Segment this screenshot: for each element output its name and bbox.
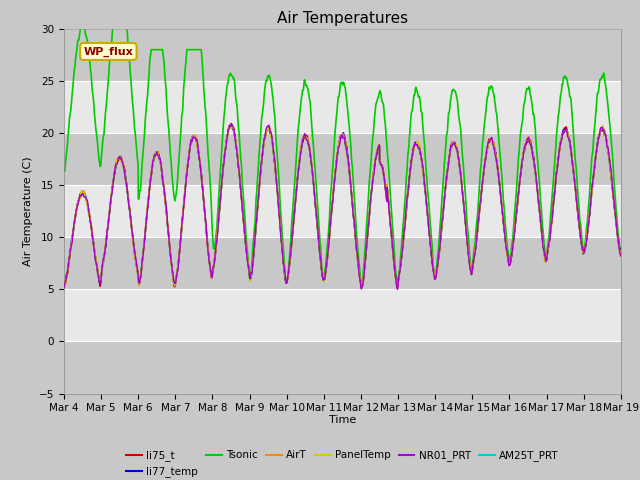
Bar (64, 341, 621, 394)
Tsonic (322, 263, 330, 268)
Line: Tsonic: Tsonic (64, 18, 621, 284)
AirT (226, 122, 234, 128)
NR01_PRT (322, 269, 330, 275)
Line: AirT: AirT (64, 125, 621, 287)
AirT (161, 186, 168, 192)
li75_t (436, 237, 444, 242)
PanelTemp (322, 269, 330, 275)
NR01_PRT (228, 121, 236, 127)
PanelTemp (468, 269, 476, 275)
Bar (64, 237, 621, 289)
li75_t (160, 187, 168, 193)
Title: Air Temperatures: Air Temperatures (277, 11, 408, 26)
li77_temp (499, 215, 507, 220)
li75_t (227, 121, 235, 127)
li75_t (468, 270, 476, 276)
li77_temp (467, 271, 475, 276)
AM25T_PRT (322, 270, 330, 276)
NR01_PRT (468, 272, 476, 277)
AirT (616, 249, 624, 254)
AirT (322, 265, 330, 271)
li77_temp (160, 187, 168, 192)
AM25T_PRT (358, 285, 365, 290)
PanelTemp (358, 285, 366, 290)
Tsonic (617, 250, 625, 255)
X-axis label: Time: Time (329, 415, 356, 425)
AM25T_PRT (60, 283, 68, 288)
Tsonic (499, 192, 507, 198)
AM25T_PRT (617, 249, 625, 255)
AM25T_PRT (616, 249, 624, 254)
PanelTemp (226, 122, 234, 128)
Y-axis label: Air Temperature (C): Air Temperature (C) (23, 156, 33, 266)
Bar (64, 133, 621, 185)
AirT (468, 271, 476, 277)
Tsonic (394, 281, 401, 287)
NR01_PRT (616, 251, 624, 257)
li77_temp (322, 267, 330, 273)
li77_temp (60, 285, 68, 290)
Tsonic (60, 168, 68, 174)
AirT (499, 214, 507, 219)
Bar (64, 29, 621, 81)
li75_t (499, 216, 507, 222)
AM25T_PRT (468, 271, 476, 277)
NR01_PRT (436, 235, 444, 241)
NR01_PRT (499, 215, 507, 220)
AM25T_PRT (436, 237, 444, 243)
AM25T_PRT (160, 186, 168, 192)
Legend: li75_t, li77_temp, Tsonic, AirT, PanelTemp, NR01_PRT, AM25T_PRT: li75_t, li77_temp, Tsonic, AirT, PanelTe… (122, 446, 563, 480)
Line: PanelTemp: PanelTemp (64, 125, 621, 288)
Tsonic (468, 269, 476, 275)
Line: AM25T_PRT: AM25T_PRT (64, 125, 621, 288)
li77_temp (436, 239, 444, 244)
Text: WP_flux: WP_flux (83, 47, 133, 57)
li75_t (60, 283, 68, 289)
li75_t (394, 285, 401, 291)
Line: NR01_PRT: NR01_PRT (64, 124, 621, 289)
Tsonic (436, 217, 444, 223)
PanelTemp (499, 215, 507, 221)
Line: li77_temp: li77_temp (64, 124, 621, 288)
NR01_PRT (394, 287, 401, 292)
Tsonic (616, 248, 624, 254)
AM25T_PRT (227, 122, 235, 128)
PanelTemp (160, 186, 168, 192)
AirT (61, 284, 68, 289)
li77_temp (227, 121, 235, 127)
Tsonic (110, 15, 118, 21)
Tsonic (161, 60, 168, 66)
PanelTemp (616, 250, 624, 255)
PanelTemp (617, 251, 625, 257)
NR01_PRT (60, 283, 68, 289)
Line: li75_t: li75_t (64, 124, 621, 288)
AirT (617, 248, 625, 254)
NR01_PRT (617, 252, 625, 258)
li75_t (322, 269, 330, 275)
AM25T_PRT (499, 215, 507, 220)
AirT (60, 283, 68, 288)
li75_t (617, 253, 625, 259)
li77_temp (617, 247, 625, 252)
PanelTemp (436, 238, 444, 244)
NR01_PRT (160, 185, 168, 191)
li77_temp (616, 246, 624, 252)
PanelTemp (60, 280, 68, 286)
li75_t (616, 251, 624, 257)
AirT (436, 235, 444, 240)
